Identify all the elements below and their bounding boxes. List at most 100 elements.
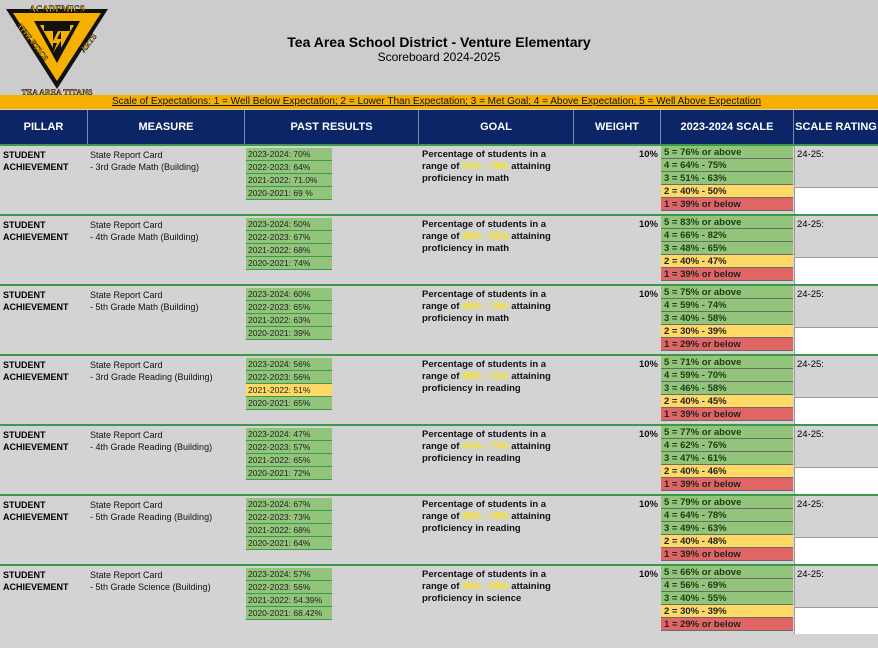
scale-level-3: 3 = 51% - 63% — [661, 172, 793, 185]
scale-level-3: 3 = 40% - 55% — [661, 592, 793, 605]
measure-line: - 5th Grade Science (Building) — [90, 582, 211, 592]
col-header-weight: WEIGHT — [574, 110, 661, 144]
pillar-line: STUDENT — [3, 220, 46, 230]
past-result-item: 2020-2021: 72% — [246, 467, 332, 480]
goal-text: attaining proficiency in math — [422, 301, 551, 324]
weight-cell: 10% — [638, 359, 658, 370]
goal-range: 47% - 77% — [462, 441, 509, 452]
scale-level-1: 1 = 39% or below — [661, 548, 793, 561]
past-results-cell: 2023-2024: 50% 2022-2023: 67% 2021-2022: 6… — [246, 218, 332, 270]
pillar-cell: STUDENT ACHIEVEMENT — [3, 569, 69, 593]
scale-cell: 5 = 75% or above 4 = 59% - 74% 3 = 40% - 5… — [661, 286, 793, 351]
goal-range: 49% - 78% — [462, 511, 509, 522]
measure-line: State Report Card — [90, 500, 163, 510]
scale-rating-cell: 24-25: — [794, 496, 878, 564]
goal-text: Percentage of students in a range of — [422, 429, 547, 452]
weight-cell: 10% — [638, 289, 658, 300]
goal-text: Percentage of students in a range of — [422, 499, 547, 522]
scale-of-expectations-bar: Scale of Expectations: 1 = Well Below Ex… — [0, 95, 878, 109]
measure-line: - 4th Grade Reading (Building) — [90, 442, 213, 452]
scale-cell: 5 = 83% or above 4 = 66% - 82% 3 = 48% - 6… — [661, 216, 793, 281]
measure-line: State Report Card — [90, 360, 163, 370]
past-result-item: 2023-2024: 70% — [246, 148, 332, 161]
measure-line: State Report Card — [90, 570, 163, 580]
scale-level-2: 2 = 40% - 46% — [661, 465, 793, 478]
col-header-scale: 2023-2024 SCALE — [661, 110, 794, 144]
rating-entry-box[interactable] — [794, 187, 878, 214]
pillar-line: STUDENT — [3, 430, 46, 440]
scale-level-3: 3 = 46% - 58% — [661, 382, 793, 395]
scale-rating-cell: 24-25: — [794, 146, 878, 214]
measure-line: State Report Card — [90, 430, 163, 440]
rating-entry-box[interactable] — [794, 537, 878, 564]
goal-cell: Percentage of students in a range of 40%… — [422, 569, 572, 605]
scale-level-5: 5 = 83% or above — [661, 216, 793, 229]
scale-level-2: 2 = 40% - 45% — [661, 395, 793, 408]
goal-cell: Percentage of students in a range of 46%… — [422, 359, 572, 395]
rating-entry-box[interactable] — [794, 467, 878, 494]
goal-text: attaining proficiency in reading — [422, 511, 551, 534]
measure-line: - 3rd Grade Math (Building) — [90, 162, 200, 172]
rating-label: 24-25: — [794, 496, 878, 536]
past-result-item: 2020-2021: 74% — [246, 257, 332, 270]
scale-level-4: 4 = 64% - 78% — [661, 509, 793, 522]
measure-line: - 5th Grade Reading (Building) — [90, 512, 213, 522]
scale-cell: 5 = 71% or above 4 = 59% - 70% 3 = 46% - 5… — [661, 356, 793, 421]
table-row: STUDENT ACHIEVEMENT State Report Card - 5th… — [0, 284, 878, 354]
scale-level-4: 4 = 59% - 74% — [661, 299, 793, 312]
scale-level-1: 1 = 29% or below — [661, 338, 793, 351]
pillar-line: STUDENT — [3, 360, 46, 370]
goal-text: attaining proficiency in reading — [422, 441, 551, 464]
pillar-line: ACHIEVEMENT — [3, 582, 69, 592]
past-result-item: 2021-2022: 51% — [246, 384, 332, 397]
scale-level-1: 1 = 39% or below — [661, 478, 793, 491]
scale-level-5: 5 = 75% or above — [661, 286, 793, 299]
past-result-item: 2020-2021: 68.42% — [246, 607, 332, 620]
past-result-item: 2022-2023: 57% — [246, 441, 332, 454]
goal-text: Percentage of students in a range of — [422, 569, 547, 592]
scale-level-2: 2 = 40% - 50% — [661, 185, 793, 198]
past-result-item: 2022-2023: 56% — [246, 581, 332, 594]
table-row: STUDENT ACHIEVEMENT State Report Card - 4th… — [0, 424, 878, 494]
rating-entry-box[interactable] — [794, 257, 878, 284]
scale-level-4: 4 = 59% - 70% — [661, 369, 793, 382]
table-row: STUDENT ACHIEVEMENT State Report Card - 5th… — [0, 494, 878, 564]
past-result-item: 2022-2023: 73% — [246, 511, 332, 524]
scale-level-4: 4 = 62% - 76% — [661, 439, 793, 452]
scale-level-5: 5 = 79% or above — [661, 496, 793, 509]
past-result-item: 2021-2022: 65% — [246, 454, 332, 467]
goal-cell: Percentage of students in a range of 51%… — [422, 149, 572, 185]
scale-level-2: 2 = 30% - 39% — [661, 605, 793, 618]
pillar-cell: STUDENT ACHIEVEMENT — [3, 289, 69, 313]
rating-entry-box[interactable] — [794, 397, 878, 424]
goal-text: attaining proficiency in math — [422, 161, 551, 184]
past-result-item: 2022-2023: 65% — [246, 301, 332, 314]
past-result-item: 2021-2022: 68% — [246, 244, 332, 257]
col-header-measure: MEASURE — [88, 110, 245, 144]
scale-level-2: 2 = 30% - 39% — [661, 325, 793, 338]
scale-rating-cell: 24-25: — [794, 216, 878, 284]
table-row: STUDENT ACHIEVEMENT State Report Card - 5th… — [0, 564, 878, 634]
past-result-item: 2022-2023: 64% — [246, 161, 332, 174]
col-header-scale-rating: SCALE RATING — [795, 121, 877, 133]
past-result-item: 2023-2024: 60% — [246, 288, 332, 301]
scale-of-expectations-text: Scale of Expectations: 1 = Well Below Ex… — [112, 96, 761, 107]
measure-cell: State Report Card - 3rd Grade Reading (Bu… — [90, 359, 213, 383]
goal-text: Percentage of students in a range of — [422, 219, 547, 242]
measure-cell: State Report Card - 5th Grade Reading (Bu… — [90, 499, 212, 523]
pillar-line: STUDENT — [3, 570, 46, 580]
scale-cell: 5 = 79% or above 4 = 64% - 78% 3 = 49% - 6… — [661, 496, 793, 561]
scale-level-3: 3 = 47% - 61% — [661, 452, 793, 465]
scale-level-3: 3 = 40% - 58% — [661, 312, 793, 325]
rating-entry-box[interactable] — [794, 327, 878, 354]
scale-level-3: 3 = 48% - 65% — [661, 242, 793, 255]
past-result-item: 2021-2022: 71.0% — [246, 174, 332, 187]
rating-entry-box[interactable] — [794, 607, 878, 634]
pillar-line: ACHIEVEMENT — [3, 162, 69, 172]
scale-level-5: 5 = 66% or above — [661, 566, 793, 579]
past-result-item: 2023-2024: 57% — [246, 568, 332, 581]
measure-cell: State Report Card - 4th Grade Math (Build… — [90, 219, 199, 243]
col-header-past-results: PAST RESULTS — [245, 110, 419, 144]
measure-line: - 4th Grade Math (Building) — [90, 232, 199, 242]
pillar-cell: STUDENT ACHIEVEMENT — [3, 359, 69, 383]
